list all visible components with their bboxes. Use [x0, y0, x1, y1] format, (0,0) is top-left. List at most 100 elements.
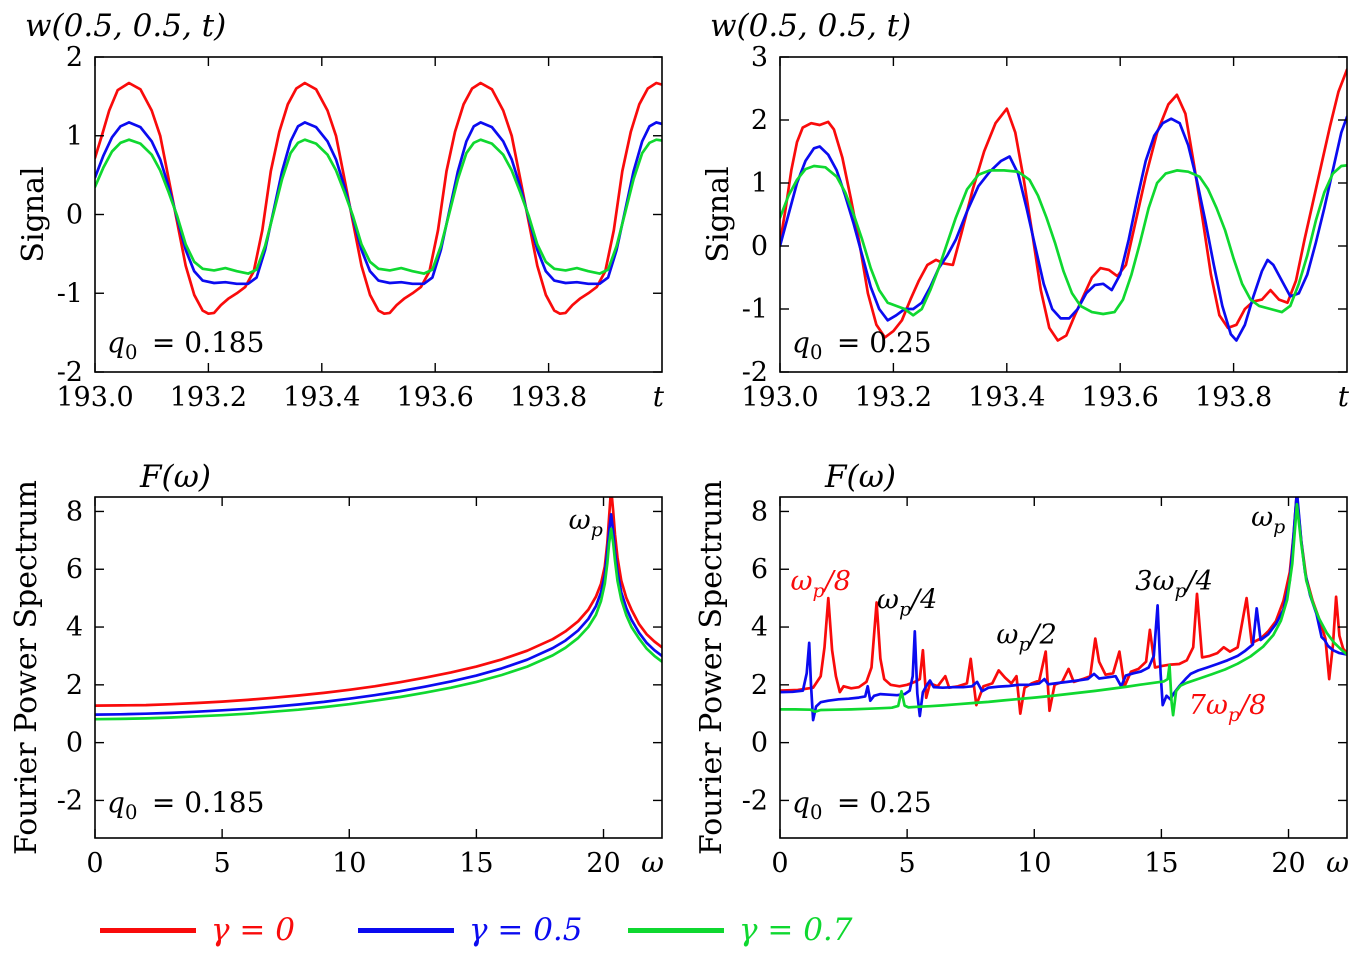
x-axis-end-label: ω [1326, 846, 1349, 879]
x-tick-label: 10 [332, 848, 366, 879]
series-line-gamma-05 [780, 497, 1347, 722]
y-tick-label: -2 [57, 357, 83, 388]
x-tick-label: 193.4 [968, 382, 1045, 413]
y-axis-label: Fourier Power Spectrum [9, 480, 44, 855]
x-tick-label: 193.6 [1082, 382, 1159, 413]
annotation-ωp/4: ωp/4 [877, 585, 937, 621]
y-tick-label: 0 [751, 728, 768, 759]
annotation-7ωp/8: 7ωp/8 [1189, 690, 1267, 726]
x-tick-label: 15 [459, 848, 493, 879]
y-tick-label: -2 [742, 357, 768, 388]
y-tick-label: -2 [742, 785, 768, 816]
x-tick-label: 193.2 [855, 382, 932, 413]
panel-d-spectrum-q0-025: 0 5 10 15 20 -2 0 2 4 6 8 F(ω) Fourier Power Spectru… [694, 459, 1349, 879]
x-axis-end-label: t [1338, 380, 1350, 413]
series-line-gamma-07 [95, 138, 662, 275]
panel-title: F(ω) [139, 459, 211, 495]
series-line-gamma-07 [780, 164, 1347, 317]
series-line-gamma-0 [780, 497, 1347, 716]
legend-entry-gamma-05: γ = 0.5 [358, 906, 583, 954]
annotation-ωp/2: ωp/2 [996, 619, 1056, 655]
legend-label-gamma-07: γ = 0.7 [739, 912, 853, 948]
y-tick-label: 1 [751, 168, 768, 199]
corner-label: q0 = 0.25 [792, 326, 932, 364]
y-tick-label: 1 [66, 121, 83, 152]
y-tick-label: 2 [66, 42, 83, 73]
x-tick-label: 193.0 [56, 382, 133, 413]
x-axis-end-label: t [653, 380, 665, 413]
plot-box [779, 496, 1348, 839]
x-tick-label: 193.8 [510, 382, 587, 413]
plot-box [779, 56, 1348, 373]
y-tick-label: 8 [66, 496, 83, 527]
annotation-ωp: ωp [569, 505, 603, 541]
y-axis-label: Fourier Power Spectrum [694, 480, 729, 855]
annotation-ωp/8: ωp/8 [790, 566, 850, 602]
panel-title: w(0.5, 0.5, t) [25, 8, 226, 44]
legend: γ = 0 γ = 0.5 γ = 0.7 [0, 906, 1368, 954]
y-tick-label: -1 [57, 278, 83, 309]
x-tick-label: 5 [899, 848, 916, 879]
series-group [780, 497, 1347, 722]
series-group [780, 68, 1347, 342]
series-line-gamma-05 [95, 512, 662, 716]
y-tick-label: 2 [751, 105, 768, 136]
x-tick-label: 20 [1271, 848, 1305, 879]
y-tick-label: 6 [66, 554, 83, 585]
legend-label-gamma-05: γ = 0.5 [469, 912, 583, 948]
x-tick-label: 10 [1017, 848, 1051, 879]
series-group [95, 497, 662, 721]
subplot-letter: a [370, 436, 387, 440]
y-tick-label: 8 [751, 496, 768, 527]
series-line-gamma-05 [780, 115, 1347, 342]
x-tick-label: 0 [86, 848, 103, 879]
corner-label: q0 = 0.185 [107, 326, 264, 364]
series-line-gamma-05 [95, 121, 662, 286]
series-line-gamma-07 [780, 502, 1347, 717]
x-tick-label: 193.2 [170, 382, 247, 413]
panel-c-spectrum-q0-0185: 0 5 10 15 20 -2 0 2 4 6 8 F(ω) Fourier Power Spectru… [9, 459, 664, 879]
y-tick-label: 3 [751, 42, 768, 73]
series-line-gamma-0 [95, 497, 662, 707]
y-axis-label: Signal [16, 166, 51, 262]
y-tick-label: 2 [66, 670, 83, 701]
legend-entry-gamma-0: γ = 0 [100, 906, 295, 954]
plot-box [94, 496, 663, 839]
panel-title: F(ω) [824, 459, 896, 495]
subplot-letter: b [1054, 436, 1073, 440]
panel-a-signal-q0-0185: 193.0 193.2 193.4 193.6 193.8 -2 -1 0 1 2w(0.5, 0… [16, 8, 665, 440]
corner-label: q0 = 0.25 [792, 786, 932, 824]
legend-line-gamma-07 [628, 927, 724, 933]
y-axis-label: Signal [701, 166, 736, 262]
x-tick-label: 15 [1144, 848, 1178, 879]
plot-box [94, 56, 663, 373]
y-tick-label: 0 [66, 200, 83, 231]
y-tick-label: 6 [751, 554, 768, 585]
x-tick-label: 193.4 [283, 382, 360, 413]
annotation-ωp: ωp [1251, 502, 1285, 538]
legend-line-gamma-0 [100, 927, 196, 933]
series-line-gamma-07 [95, 527, 662, 721]
series-group [95, 81, 662, 316]
annotation-3ωp/4: 3ωp/4 [1135, 566, 1213, 602]
x-tick-label: 0 [771, 848, 788, 879]
y-tick-label: -2 [57, 785, 83, 816]
y-tick-label: 0 [751, 231, 768, 262]
x-tick-label: 193.8 [1195, 382, 1272, 413]
y-tick-label: -1 [742, 294, 768, 325]
y-tick-label: 4 [66, 612, 83, 643]
y-tick-label: 2 [751, 670, 768, 701]
y-tick-label: 4 [751, 612, 768, 643]
series-line-gamma-0 [95, 81, 662, 316]
series-line-gamma-0 [780, 68, 1347, 342]
corner-label: q0 = 0.185 [107, 786, 264, 824]
x-tick-label: 20 [586, 848, 620, 879]
legend-line-gamma-05 [358, 927, 454, 933]
x-tick-label: 193.6 [397, 382, 474, 413]
panel-title: w(0.5, 0.5, t) [710, 8, 911, 44]
x-tick-label: 5 [214, 848, 231, 879]
legend-entry-gamma-07: γ = 0.7 [628, 906, 853, 954]
panel-b-signal-q0-025: 193.0 193.2 193.4 193.6 193.8 -2 -1 0 1 2 3w(0.5, … [701, 8, 1350, 440]
x-axis-end-label: ω [641, 846, 664, 879]
